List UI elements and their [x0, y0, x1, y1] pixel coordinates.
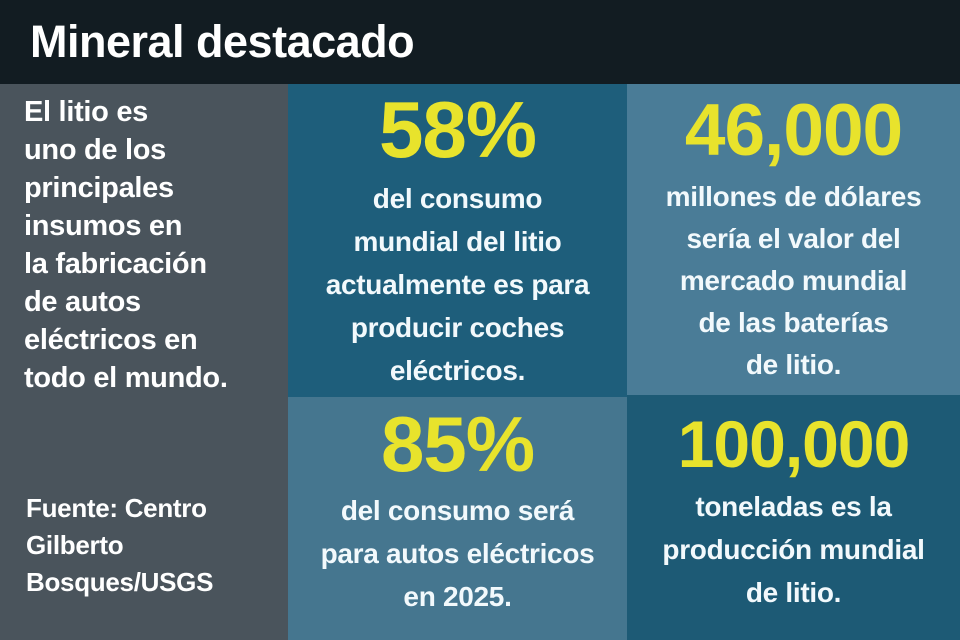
- stat-desc-line: del consumo: [372, 183, 543, 214]
- stat-value: 46,000: [684, 90, 903, 171]
- stat-description: toneladas es la producción mundial de li…: [662, 485, 924, 614]
- page-title: Mineral destacado: [30, 16, 415, 67]
- stat-value: 85%: [380, 400, 535, 488]
- stat-value: 58%: [378, 85, 537, 174]
- intro-line: principales: [24, 172, 174, 204]
- stat-desc-line: de las baterías: [698, 306, 889, 338]
- source-attribution: Fuente: Centro Gilberto Bosques/USGS: [26, 490, 213, 601]
- stat-description: del consumo será para autos eléctricos e…: [321, 489, 595, 618]
- intro-panel: El litio es uno de los principales insum…: [0, 84, 288, 640]
- stat-description: del consumo mundial del litio actualment…: [326, 177, 590, 392]
- intro-line: El litio es: [24, 96, 149, 128]
- stat-desc-line: mundial del litio: [353, 226, 562, 257]
- intro-line: de autos: [24, 286, 141, 318]
- stat-panel-consumption-2025: 85% del consumo será para autos eléctric…: [288, 397, 627, 640]
- stat-desc-line: sería el valor del: [686, 222, 901, 254]
- stat-desc-line: toneladas es la: [695, 491, 892, 523]
- stat-desc-line: en 2025.: [403, 580, 512, 612]
- stat-desc-line: eléctricos.: [389, 355, 526, 386]
- stat-desc-line: actualmente es para: [325, 269, 590, 300]
- stat-panel-consumption-current: 58% del consumo mundial del litio actual…: [288, 84, 627, 397]
- stat-desc-line: mercado mundial: [679, 264, 908, 296]
- stat-panel-world-production: 100,000 toneladas es la producción mundi…: [627, 395, 960, 640]
- intro-line: insumos en: [24, 210, 183, 242]
- header: Mineral destacado: [0, 0, 960, 84]
- intro-line: eléctricos en: [24, 324, 198, 356]
- stat-desc-line: millones de dólares: [665, 180, 922, 212]
- stat-panel-market-value: 46,000 millones de dólares sería el valo…: [627, 84, 960, 395]
- stat-desc-line: para autos eléctricos: [320, 537, 595, 569]
- stat-desc-line: de litio.: [745, 348, 842, 380]
- stat-desc-line: producir coches: [350, 312, 565, 343]
- stat-desc-line: producción mundial: [662, 534, 925, 566]
- intro-line: la fabricación: [24, 248, 207, 280]
- source-line: Fuente: Centro: [26, 493, 207, 523]
- intro-line: todo el mundo.: [24, 362, 228, 394]
- intro-text: El litio es uno de los principales insum…: [24, 93, 228, 397]
- stat-description: millones de dólares sería el valor del m…: [666, 176, 922, 386]
- stat-value: 100,000: [677, 407, 911, 481]
- source-line: Gilberto: [26, 530, 124, 560]
- stat-desc-line: del consumo será: [340, 494, 575, 526]
- intro-line: uno de los: [24, 134, 167, 166]
- stat-desc-line: de litio.: [745, 577, 842, 609]
- source-line: Bosques/USGS: [26, 567, 214, 597]
